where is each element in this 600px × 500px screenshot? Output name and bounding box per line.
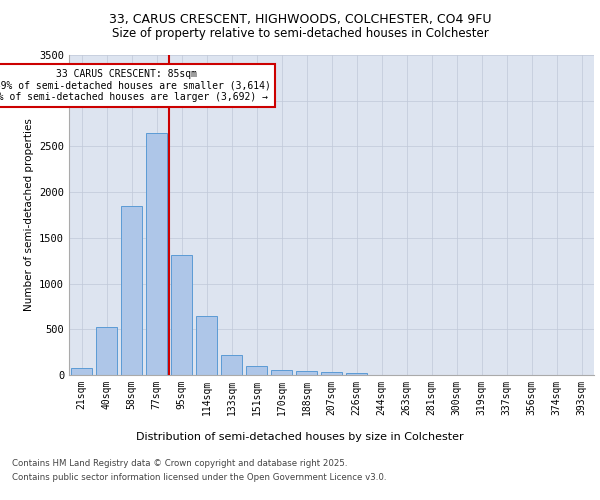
Text: Contains HM Land Registry data © Crown copyright and database right 2025.: Contains HM Land Registry data © Crown c… [12, 458, 347, 468]
Bar [71, 368, 92, 375]
Bar [171, 255, 192, 375]
Text: Size of property relative to semi-detached houses in Colchester: Size of property relative to semi-detach… [112, 28, 488, 40]
Bar [96, 327, 117, 375]
Bar [321, 372, 342, 375]
Text: Contains public sector information licensed under the Open Government Licence v3: Contains public sector information licen… [12, 474, 386, 482]
Bar [296, 371, 317, 375]
Bar [346, 373, 367, 375]
Text: Distribution of semi-detached houses by size in Colchester: Distribution of semi-detached houses by … [136, 432, 464, 442]
Text: 33 CARUS CRESCENT: 85sqm
← 49% of semi-detached houses are smaller (3,614)
50% o: 33 CARUS CRESCENT: 85sqm ← 49% of semi-d… [0, 68, 271, 102]
Bar [196, 316, 217, 375]
Bar [221, 355, 242, 375]
Bar [246, 366, 267, 375]
Text: 33, CARUS CRESCENT, HIGHWOODS, COLCHESTER, CO4 9FU: 33, CARUS CRESCENT, HIGHWOODS, COLCHESTE… [109, 12, 491, 26]
Bar [121, 206, 142, 375]
Y-axis label: Number of semi-detached properties: Number of semi-detached properties [23, 118, 34, 312]
Bar [271, 370, 292, 375]
Bar [146, 132, 167, 375]
